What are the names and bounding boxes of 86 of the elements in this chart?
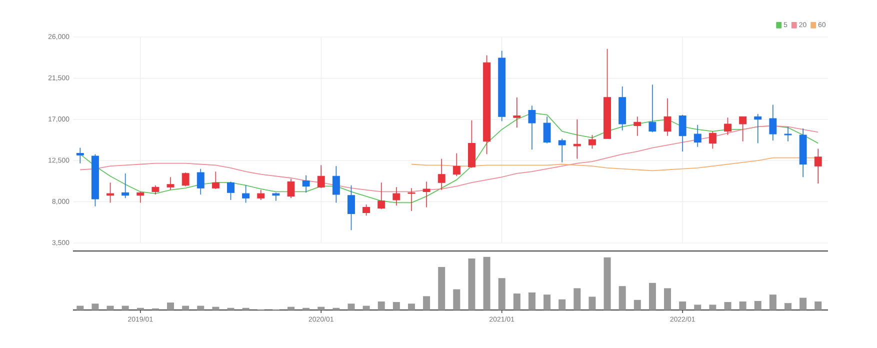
candlestick [378, 182, 386, 210]
candlestick [452, 152, 460, 177]
bar [483, 256, 490, 310]
candlestick [438, 158, 446, 190]
bar [528, 292, 536, 310]
candlestick [648, 84, 656, 133]
candlestick [242, 184, 250, 204]
bar [769, 294, 776, 310]
bar [588, 296, 596, 310]
bar [453, 289, 460, 310]
candlestick [724, 117, 732, 136]
bar [604, 257, 611, 310]
candlestick [468, 120, 476, 168]
candlestick [558, 138, 566, 163]
bar [513, 294, 520, 310]
bar [318, 306, 325, 310]
candlestick [348, 184, 355, 231]
candlestick [122, 173, 130, 199]
bar [558, 299, 566, 310]
bar [182, 306, 190, 310]
candlestick [136, 191, 144, 204]
candlestick [332, 166, 340, 204]
candlestick [227, 181, 234, 200]
candlestick [739, 116, 747, 142]
bar [468, 258, 476, 310]
bar [392, 302, 400, 310]
candlestick [708, 130, 716, 150]
candlestick [272, 192, 280, 202]
candlestick [106, 182, 114, 204]
bar [362, 306, 370, 310]
candlestick [196, 168, 204, 195]
candlestick [694, 124, 702, 148]
bar [724, 302, 732, 310]
bar [664, 288, 672, 310]
candlestick [76, 147, 84, 164]
candlestick [302, 174, 310, 194]
candlestick [543, 116, 551, 144]
candlestick [588, 134, 596, 150]
bar [544, 294, 551, 310]
bar [679, 301, 686, 310]
candlestick [814, 148, 822, 184]
bar [197, 306, 204, 310]
candlestick [317, 164, 325, 188]
candlestick [152, 184, 160, 195]
bar [709, 304, 716, 310]
bar [76, 306, 84, 310]
bar [800, 298, 807, 310]
bar [348, 304, 355, 310]
candlestick [678, 114, 686, 152]
candlestick [769, 104, 777, 141]
candlestick [166, 176, 174, 190]
candlestick [754, 114, 762, 144]
bar [784, 303, 792, 310]
bar [814, 301, 822, 310]
bar [92, 304, 99, 310]
candlestick [634, 116, 642, 136]
bar [498, 278, 506, 310]
bar [634, 300, 641, 310]
candlestick [362, 204, 370, 216]
candlestick [573, 118, 581, 160]
candlestick [422, 181, 430, 208]
candlestick [182, 172, 190, 187]
bar [167, 302, 174, 310]
bar [694, 304, 702, 310]
bar [122, 306, 129, 310]
candlestick [408, 188, 416, 212]
bar [106, 306, 114, 310]
bar [287, 306, 294, 310]
bar [739, 301, 746, 310]
candlestick [784, 126, 792, 142]
candlestick [257, 189, 265, 200]
bar [378, 301, 385, 310]
candlestick [212, 171, 220, 190]
bar [438, 266, 446, 310]
bar [408, 304, 415, 310]
candlestick [513, 97, 521, 128]
candlestick [287, 178, 295, 199]
candlestick [392, 186, 400, 206]
bar [574, 288, 581, 310]
bar [212, 306, 220, 310]
candlestick [528, 105, 536, 150]
bar [618, 286, 626, 310]
bar [754, 300, 762, 310]
bar [648, 282, 656, 310]
bar [423, 296, 430, 310]
candlestick [664, 98, 672, 136]
